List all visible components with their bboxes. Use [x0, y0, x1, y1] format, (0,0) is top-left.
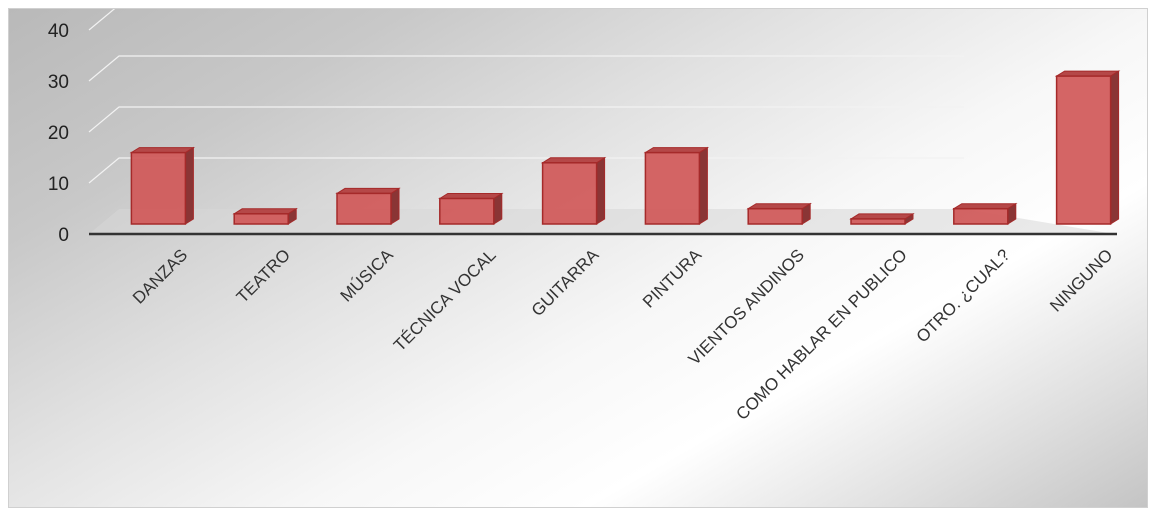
x-tick-label: DANZAS	[129, 245, 191, 307]
y-axis: 0 10 20 30 40	[48, 21, 69, 246]
chart-frame: 0 10 20 30 40 DANZAS TEATRO MÚSICA TÉCNICA VOCA…	[8, 8, 1148, 508]
bar-front	[953, 207, 1009, 225]
bar	[438, 192, 504, 225]
bar	[849, 212, 915, 225]
gridline	[88, 106, 964, 133]
bar-front	[747, 207, 803, 225]
bar-front	[1055, 75, 1112, 225]
y-tick-label: 20	[48, 123, 69, 144]
x-tick-label: PINTURA	[639, 245, 706, 312]
bar-front	[644, 151, 701, 225]
bar-top	[849, 213, 915, 220]
bar	[129, 146, 196, 225]
bar-front	[130, 151, 187, 225]
y-tick-label: 10	[48, 174, 69, 195]
x-tick-label: TEATRO	[233, 245, 294, 306]
x-tick-label: VIENTOS ANDINOS	[685, 245, 808, 368]
bar-top	[232, 208, 298, 215]
bars	[129, 70, 1121, 225]
bar-side	[698, 146, 708, 225]
bar-side	[1110, 70, 1120, 225]
x-tick-label: GUITARRA	[528, 245, 603, 320]
x-tick-label: TÉCNICA VOCAL	[390, 245, 500, 355]
y-tick-label: 0	[58, 225, 69, 246]
bar	[1054, 70, 1121, 225]
y-tick-label: 30	[48, 72, 69, 93]
y-tick-label: 40	[48, 21, 69, 42]
x-tick-label: OTRO. ¿CUAL?	[913, 245, 1014, 346]
bar	[540, 156, 607, 225]
gridline	[88, 55, 964, 82]
bar	[952, 202, 1018, 225]
bar-front	[233, 213, 289, 225]
bar-side	[390, 187, 400, 225]
bar	[746, 202, 812, 225]
x-tick-label: MÚSICA	[337, 245, 398, 306]
bar-front	[541, 162, 598, 225]
bar	[335, 187, 401, 225]
bar-front	[850, 218, 906, 225]
bar	[643, 146, 710, 225]
bar-front	[336, 192, 392, 225]
bar-side	[596, 156, 606, 225]
x-tick-label: NINGUNO	[1046, 245, 1116, 315]
gridline	[88, 9, 116, 31]
bar-top	[335, 187, 401, 194]
gridline	[88, 157, 964, 184]
bar-side	[184, 146, 194, 225]
x-tick-label: COMO HABLAR EN PUBLICO	[732, 245, 910, 423]
bar	[232, 207, 298, 225]
bar-front	[439, 197, 495, 225]
bar-top	[540, 157, 607, 164]
